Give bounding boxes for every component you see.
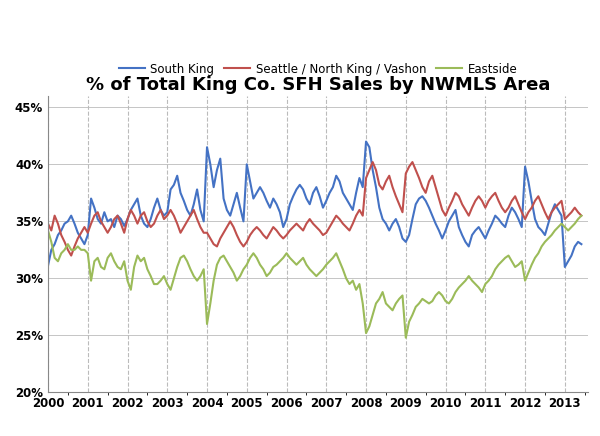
South King <box>217 156 224 161</box>
Eastside <box>220 253 227 258</box>
Seattle / North King / Vashon <box>478 198 485 204</box>
Title: % of Total King Co. SFH Sales by NWMLS Area: % of Total King Co. SFH Sales by NWMLS A… <box>86 76 550 94</box>
Eastside <box>217 255 224 260</box>
South King <box>578 242 585 247</box>
South King <box>44 263 52 269</box>
Eastside <box>402 335 409 340</box>
Seattle / North King / Vashon <box>44 221 52 226</box>
Eastside <box>472 282 479 287</box>
Seattle / North King / Vashon <box>369 160 376 165</box>
Eastside <box>91 259 98 264</box>
South King <box>362 139 370 144</box>
Eastside <box>475 285 482 290</box>
Line: Eastside: Eastside <box>48 216 581 337</box>
Line: Seattle / North King / Vashon: Seattle / North King / Vashon <box>48 162 581 255</box>
Seattle / North King / Vashon <box>475 194 482 199</box>
Eastside <box>44 228 52 233</box>
South King <box>91 205 98 210</box>
South King <box>220 196 227 201</box>
Seattle / North King / Vashon <box>94 210 101 215</box>
Eastside <box>578 213 585 218</box>
Seattle / North King / Vashon <box>402 171 409 176</box>
South King <box>561 264 568 269</box>
South King <box>472 228 479 233</box>
Seattle / North King / Vashon <box>220 230 227 235</box>
Eastside <box>395 296 403 302</box>
Seattle / North King / Vashon <box>223 225 230 230</box>
South King <box>399 236 406 241</box>
South King <box>475 225 482 230</box>
Line: South King: South King <box>48 142 581 267</box>
Seattle / North King / Vashon <box>578 213 585 218</box>
Seattle / North King / Vashon <box>68 253 75 258</box>
Legend: South King, Seattle / North King / Vashon, Eastside: South King, Seattle / North King / Vasho… <box>119 63 517 76</box>
